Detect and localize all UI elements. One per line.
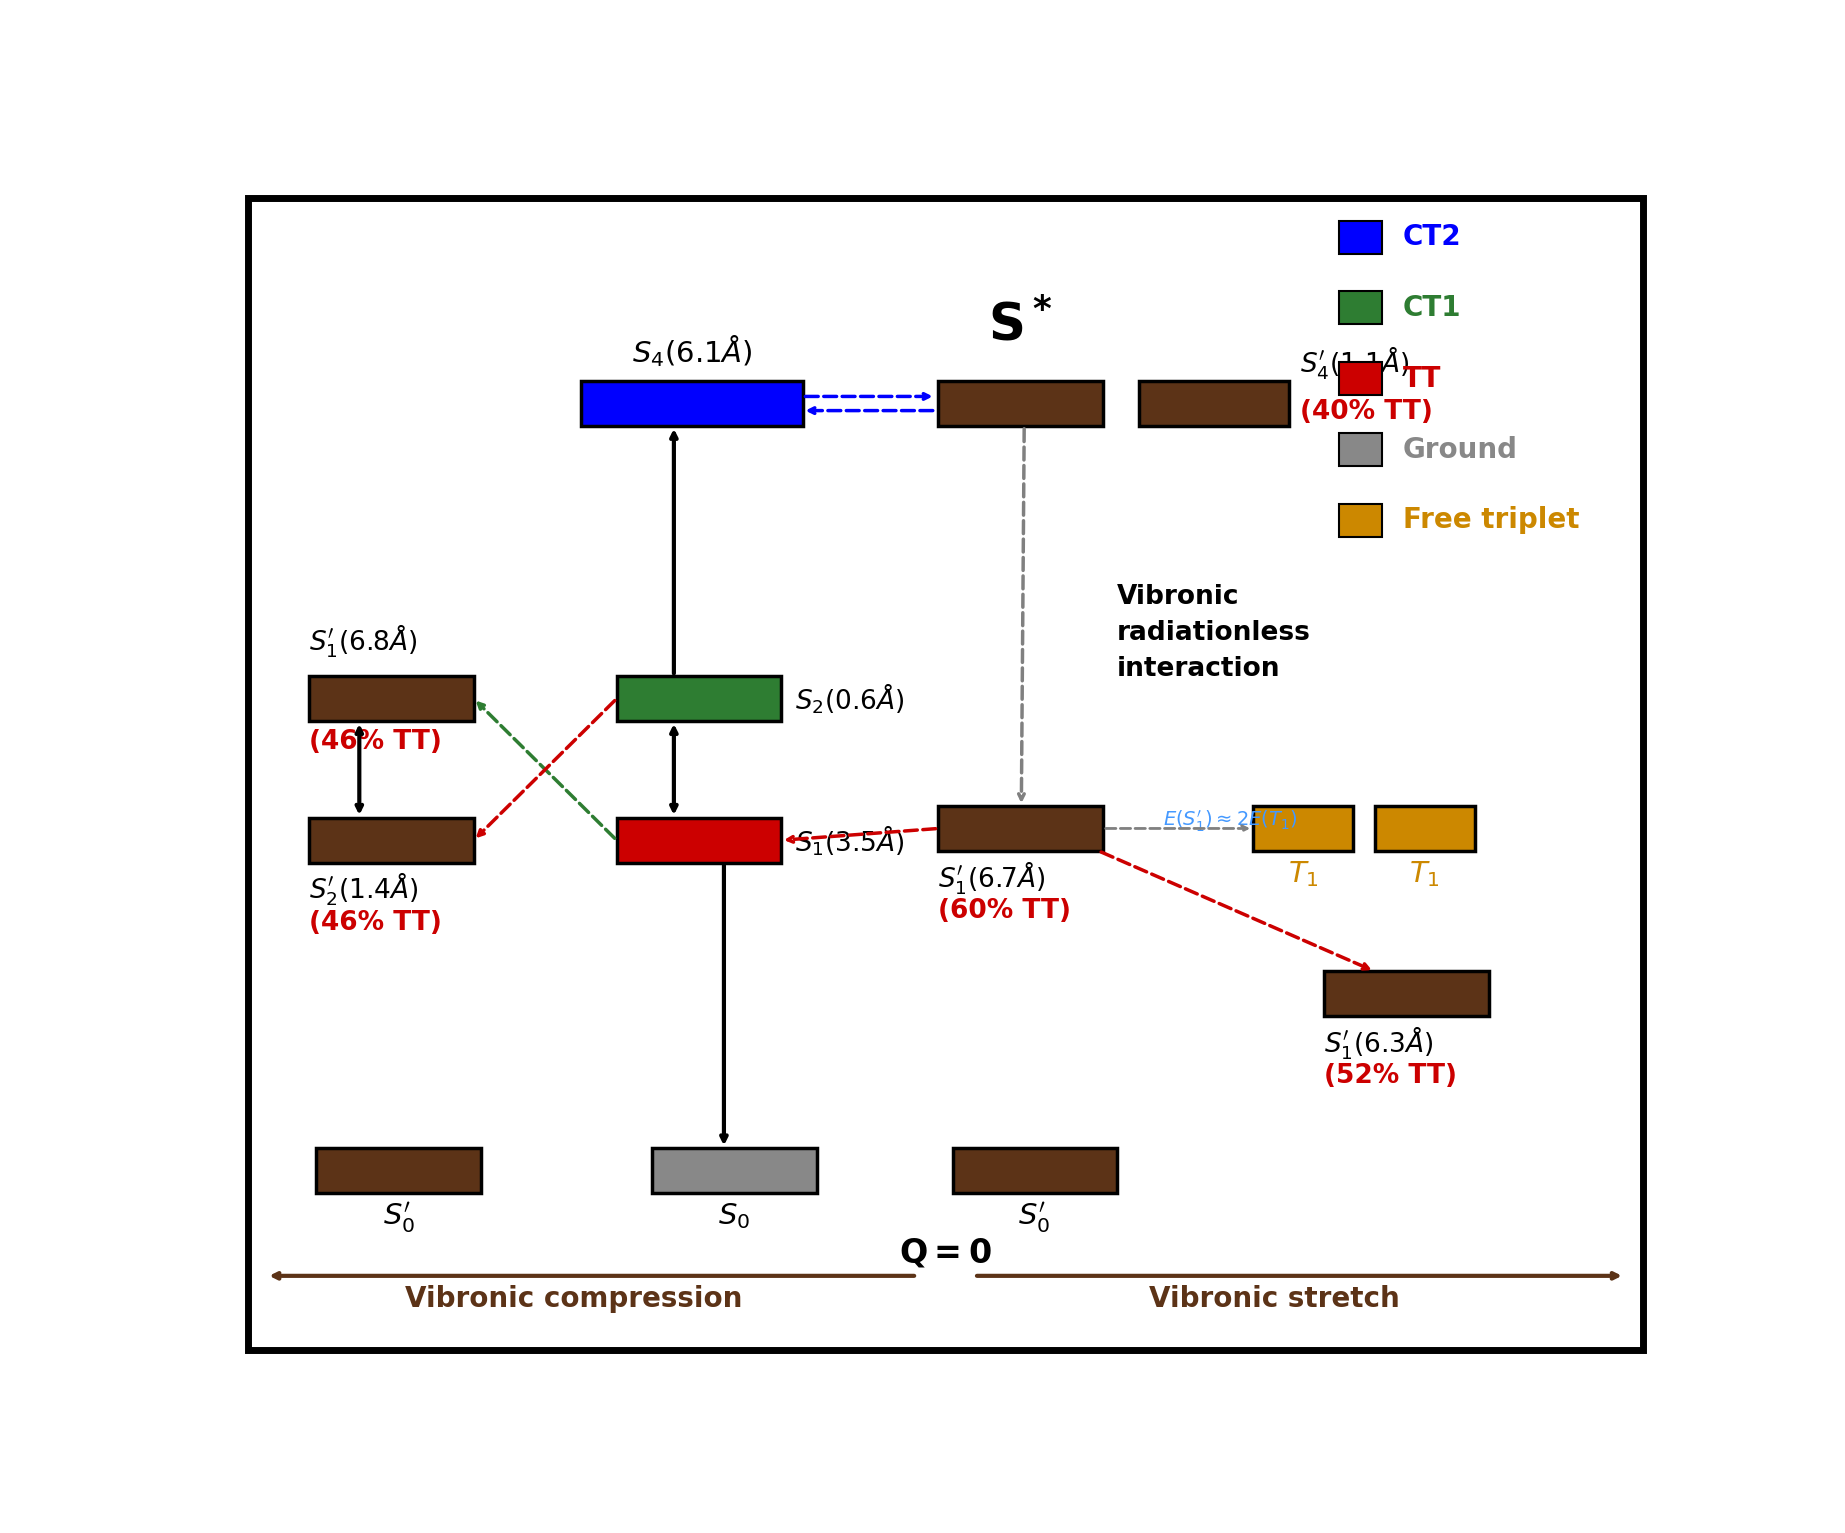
Bar (1339, 221, 1382, 253)
Text: $S_4'(1.1\AA)$: $S_4'(1.1\AA)$ (1301, 345, 1410, 382)
Bar (939, 382, 1103, 426)
Bar (1325, 972, 1489, 1016)
Bar (952, 1148, 1118, 1193)
Text: CT2: CT2 (1404, 224, 1461, 251)
Text: $T_1$: $T_1$ (1410, 858, 1439, 889)
FancyBboxPatch shape (247, 198, 1644, 1351)
Text: (52% TT): (52% TT) (1325, 1064, 1458, 1090)
Text: TT: TT (1404, 365, 1441, 392)
Bar (1138, 382, 1288, 426)
Bar (616, 676, 780, 721)
Bar (581, 382, 803, 426)
Text: Vibronic compression: Vibronic compression (406, 1285, 742, 1314)
Text: $T_1$: $T_1$ (1288, 858, 1319, 889)
Bar (1339, 432, 1382, 466)
Text: (46% TT): (46% TT) (310, 911, 443, 937)
Text: Ground: Ground (1404, 435, 1518, 463)
Text: $S_1'(6.7\AA)$: $S_1'(6.7\AA)$ (939, 858, 1046, 897)
Bar (1253, 806, 1352, 851)
Bar (1339, 362, 1382, 396)
Bar (317, 1148, 482, 1193)
Bar (310, 817, 474, 863)
Text: (46% TT): (46% TT) (310, 730, 443, 756)
Text: $S_2(0.6\AA)$: $S_2(0.6\AA)$ (795, 681, 904, 716)
Bar (1375, 806, 1474, 851)
Bar (939, 806, 1103, 851)
Text: $\mathbf{S^*}$: $\mathbf{S^*}$ (987, 302, 1052, 351)
Text: $S_1(3.5\AA)$: $S_1(3.5\AA)$ (795, 823, 904, 857)
Text: $S_2'(1.4\AA)$: $S_2'(1.4\AA)$ (310, 871, 419, 909)
Bar (616, 817, 780, 863)
Text: $S_0$: $S_0$ (718, 1202, 751, 1231)
Bar (1339, 504, 1382, 537)
Text: (60% TT): (60% TT) (939, 898, 1072, 924)
Text: $S_0'$: $S_0'$ (384, 1202, 415, 1237)
Bar (653, 1148, 817, 1193)
Text: $S_0'$: $S_0'$ (1018, 1202, 1050, 1237)
Bar (310, 676, 474, 721)
Text: (40% TT): (40% TT) (1301, 399, 1434, 425)
Text: CT1: CT1 (1404, 294, 1461, 322)
Text: $S_1'(6.3\AA)$: $S_1'(6.3\AA)$ (1325, 1024, 1434, 1062)
Bar (1339, 291, 1382, 325)
Text: Free triplet: Free triplet (1404, 506, 1579, 535)
Text: Vibronic stretch: Vibronic stretch (1149, 1285, 1400, 1314)
Text: Vibronic
radiationless
interaction: Vibronic radiationless interaction (1118, 584, 1312, 682)
Text: $S_4(6.1\AA)$: $S_4(6.1\AA)$ (633, 334, 753, 369)
Text: $S_1'(6.8\AA)$: $S_1'(6.8\AA)$ (310, 622, 419, 659)
Text: $E(S_1')\approx 2E(T_1)$: $E(S_1')\approx 2E(T_1)$ (1162, 808, 1297, 834)
Text: $\mathbf{Q=0}$: $\mathbf{Q=0}$ (899, 1237, 993, 1269)
